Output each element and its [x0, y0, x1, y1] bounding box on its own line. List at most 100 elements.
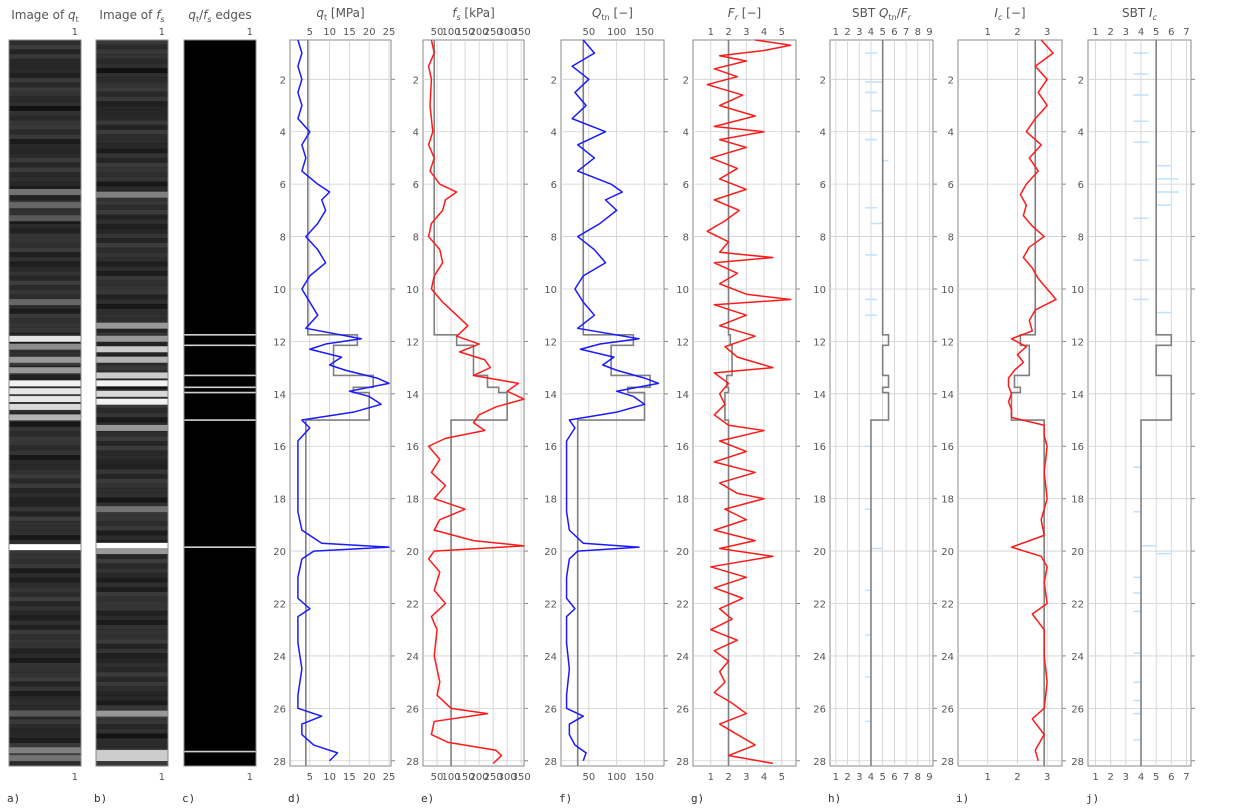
panel-title: Ic [−] [994, 6, 1025, 22]
image-band [96, 542, 168, 549]
x-tick-label-top: 25 [383, 27, 396, 38]
x-tick-label-bottom: 2 [844, 772, 850, 783]
image-stripe [96, 525, 168, 531]
depth-tick-label: 6 [551, 180, 557, 191]
image-stripe [96, 271, 168, 276]
image-band [9, 335, 81, 342]
x-tick-label-bottom: 7 [1183, 772, 1189, 783]
image-stripe [96, 478, 168, 484]
x-tick-label-bottom: 2 [725, 772, 731, 783]
image-stripe [96, 261, 168, 267]
panel-title: Image of fs [99, 8, 164, 24]
x-tick-label-bottom: 50 [431, 772, 444, 783]
x-tick-label-top: 10 [323, 27, 336, 38]
x-tick-label-top: 50 [582, 27, 595, 38]
panel-frame [957, 39, 1063, 767]
depth-tick-label: 28 [676, 757, 689, 768]
image-stripe [9, 728, 81, 734]
image-stripe [9, 275, 81, 281]
image-stripe [9, 91, 81, 97]
x-tick-label-top: 4 [868, 27, 874, 38]
depth-tick-label: 4 [280, 128, 286, 139]
x-tick-label-bottom: 1 [833, 772, 839, 783]
image-stripe [9, 374, 81, 380]
image-band [96, 346, 168, 353]
image-stripe [96, 129, 168, 135]
x-tick-label-top: 3 [1044, 27, 1050, 38]
image-band [9, 215, 81, 222]
image-band [9, 299, 81, 306]
panel-frame [183, 39, 257, 767]
image-band [96, 710, 168, 717]
image-band [96, 548, 168, 555]
image-stripe [9, 563, 81, 569]
image-band [96, 322, 168, 329]
image-stripe [96, 516, 168, 522]
image-stripe [9, 426, 81, 432]
image-stripe [96, 648, 168, 654]
x-tick-label-bottom: 200 [470, 772, 489, 783]
image-stripe [96, 40, 168, 45]
depth-tick-label: 10 [941, 285, 954, 296]
image-stripe [96, 582, 168, 588]
depth-tick-label: 16 [1071, 442, 1084, 453]
x-tick-label-bottom: 15 [343, 772, 356, 783]
image-stripe [96, 761, 168, 767]
depth-tick-label: 28 [273, 757, 286, 768]
panel-b: b) Image of fs 1 1 [94, 8, 169, 805]
image-band [9, 202, 81, 209]
image-band [96, 398, 168, 405]
image-stripe [9, 761, 81, 767]
depth-tick-label: 14 [813, 390, 826, 401]
image-stripe [9, 653, 81, 659]
x-tick-label-top: 20 [363, 27, 376, 38]
image-stripe [9, 695, 81, 701]
image-stripe [96, 304, 168, 309]
image-stripe [96, 591, 168, 597]
image-stripe [96, 601, 168, 607]
image-stripe [9, 58, 81, 64]
depth-tick-label: 16 [544, 442, 557, 453]
image-stripe [96, 492, 168, 498]
image-band [9, 388, 81, 395]
image-stripe [96, 686, 168, 692]
image-stripe [96, 49, 168, 55]
image-band [9, 710, 81, 717]
depth-tick-label: 26 [676, 704, 689, 715]
x-tick-label-bottom: 250 [484, 772, 503, 783]
image-stripe [9, 360, 81, 366]
depth-tick-label: 6 [820, 180, 826, 191]
image-stripe [9, 238, 81, 243]
image-stripe [9, 620, 81, 625]
image-stripe [9, 40, 81, 45]
depth-tick-label: 8 [683, 233, 689, 244]
top-tick-label: 1 [247, 27, 253, 38]
image-stripe [96, 327, 168, 333]
image-stripe [9, 63, 81, 69]
x-tick-label-bottom: 9 [926, 772, 932, 783]
image-stripe [96, 162, 168, 168]
x-tick-label-bottom: 100 [442, 772, 461, 783]
layer-step-line [433, 40, 508, 766]
image-stripe [9, 261, 81, 267]
image-band [9, 414, 81, 421]
image-stripe [9, 662, 81, 668]
image-band [9, 396, 81, 403]
image-band [9, 755, 81, 762]
image-stripe [96, 134, 168, 140]
x-tick-label-top: 1 [708, 27, 714, 38]
image-stripe [96, 82, 168, 88]
x-tick-label-top: 5 [1153, 27, 1159, 38]
image-band [9, 544, 81, 551]
image-stripe [96, 313, 168, 319]
depth-tick-label: 14 [406, 390, 419, 401]
image-stripe [96, 195, 168, 201]
depth-tick-label: 10 [1071, 285, 1084, 296]
depth-tick-label: 16 [406, 442, 419, 453]
panel-frame [289, 39, 392, 767]
depth-tick-label: 22 [273, 600, 286, 611]
image-stripe [96, 247, 168, 253]
depth-tick-label: 12 [941, 337, 954, 348]
image-stripe [9, 478, 81, 484]
image-stripe [9, 252, 81, 258]
